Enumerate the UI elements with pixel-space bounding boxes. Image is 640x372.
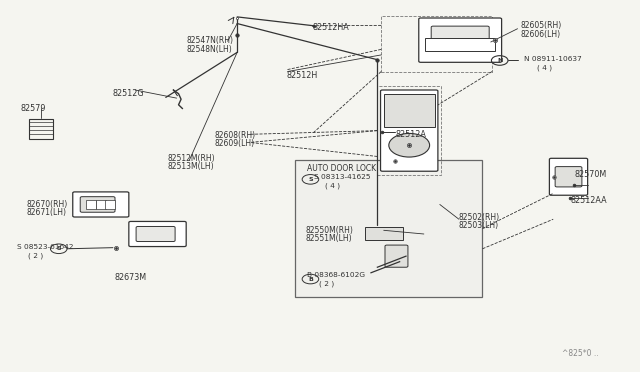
Text: N: N (497, 58, 502, 63)
Bar (29, 119, 53, 139)
Bar (86, 200, 97, 209)
FancyBboxPatch shape (129, 221, 186, 247)
Text: S: S (308, 177, 313, 182)
FancyBboxPatch shape (549, 158, 588, 195)
Text: 82503(LH): 82503(LH) (459, 221, 499, 230)
Text: 82513M(LH): 82513M(LH) (167, 162, 214, 171)
FancyBboxPatch shape (80, 197, 115, 212)
Text: 82547N(RH): 82547N(RH) (186, 36, 233, 45)
Text: 82512G: 82512G (113, 89, 145, 98)
Bar (365, 227, 403, 240)
Circle shape (389, 134, 429, 157)
Text: 82579: 82579 (20, 104, 46, 113)
Text: 82670(RH): 82670(RH) (27, 200, 68, 209)
Text: 82671(LH): 82671(LH) (27, 208, 67, 218)
Bar (381, 16, 492, 71)
FancyBboxPatch shape (73, 192, 129, 217)
Bar (425, 38, 495, 51)
Text: 82606(LH): 82606(LH) (521, 30, 561, 39)
Text: ( 4 ): ( 4 ) (537, 65, 552, 71)
Text: 82609(LH): 82609(LH) (215, 139, 255, 148)
Bar (105, 200, 115, 209)
Text: 82512HA: 82512HA (312, 23, 349, 32)
FancyBboxPatch shape (385, 245, 408, 267)
Text: 82548N(LH): 82548N(LH) (186, 45, 232, 54)
FancyBboxPatch shape (419, 18, 502, 62)
Text: 82512M(RH): 82512M(RH) (167, 154, 214, 163)
Text: ( 2 ): ( 2 ) (28, 252, 44, 259)
Text: 82502(RH): 82502(RH) (459, 213, 500, 222)
Bar (294, 160, 483, 297)
Text: S: S (56, 246, 61, 251)
Text: 82512AA: 82512AA (570, 196, 607, 205)
Bar (96, 200, 106, 209)
FancyBboxPatch shape (431, 26, 489, 51)
Text: 82570M: 82570M (575, 170, 607, 179)
Text: 82551M(LH): 82551M(LH) (306, 234, 353, 243)
FancyBboxPatch shape (381, 90, 438, 171)
FancyBboxPatch shape (555, 167, 582, 187)
Text: 82512H: 82512H (287, 71, 318, 80)
Text: N 08911-10637: N 08911-10637 (524, 56, 582, 62)
Text: ( 4 ): ( 4 ) (325, 182, 340, 189)
FancyBboxPatch shape (136, 227, 175, 241)
Text: AUTO DOOR LOCK: AUTO DOOR LOCK (307, 164, 376, 173)
Text: S 08523-61642: S 08523-61642 (17, 244, 74, 250)
Bar (384, 94, 435, 126)
Text: 82550M(RH): 82550M(RH) (306, 226, 354, 235)
Text: B: B (308, 276, 313, 282)
Text: B 08368-6102G: B 08368-6102G (307, 272, 365, 278)
Bar (378, 86, 441, 175)
Text: 82512A: 82512A (395, 130, 426, 139)
Text: 82605(RH): 82605(RH) (521, 21, 562, 30)
Text: S 08313-41625: S 08313-41625 (314, 174, 370, 180)
Text: ^825*0 ..: ^825*0 .. (562, 350, 599, 359)
Text: ( 2 ): ( 2 ) (319, 280, 334, 287)
Text: 82673M: 82673M (115, 273, 147, 282)
Text: 82608(RH): 82608(RH) (215, 131, 256, 140)
